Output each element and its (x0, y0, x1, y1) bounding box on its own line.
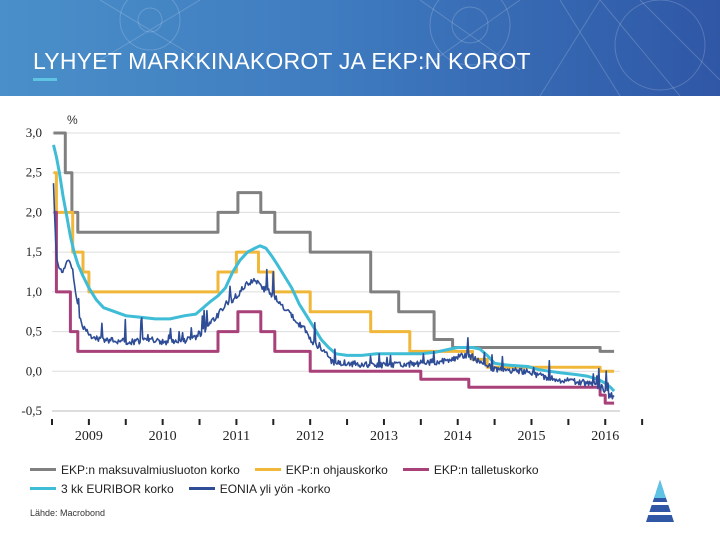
source-note: Lähde: Macrobond (30, 508, 106, 518)
series-line-ekp-n-talletuskorko (53, 210, 615, 405)
legend-swatch-eonia (188, 487, 215, 490)
legend-label-ohjauskorko: EKP:n ohjauskorko (285, 462, 388, 477)
chart-legend: EKP:n maksuvalmiusluoton korko EKP:n ohj… (30, 460, 554, 498)
x-tick-label: 2013 (370, 429, 398, 444)
y-tick-label: 3,0 (26, 125, 42, 140)
y-tick-label: 0,0 (26, 363, 42, 378)
legend-item-euribor: 3 kk EURIBOR korko (30, 482, 174, 496)
series-line-eonia-yli-y-n-korko (52, 183, 615, 400)
legend-row-2: 3 kk EURIBOR korko EONIA yli yön -korko (30, 479, 554, 498)
slide-title: LYHYET MARKKINAKOROT JA EKP:N KOROT (33, 48, 531, 74)
title-accent-bar (33, 78, 57, 81)
series-line-3-kk-euribor-korko (52, 144, 616, 393)
legend-item-talletuskorko: EKP:n talletuskorko (402, 462, 539, 477)
label-layer: 3,0 2,5 2,0 1,5 1,0 0,5 0,0 -0,5% 2009 2010 2011 20… (21, 113, 619, 444)
y-tick-label: 0,5 (26, 324, 42, 339)
series-layer (52, 131, 616, 405)
y-tick-label: 1,0 (26, 284, 42, 299)
legend-row-1: EKP:n maksuvalmiusluoton korko EKP:n ohj… (30, 460, 554, 479)
legend-label-talletuskorko: EKP:n talletuskorko (433, 462, 539, 477)
legend-item-ohjauskorko: EKP:n ohjauskorko (254, 462, 388, 477)
x-tick-label: 2014 (444, 429, 472, 444)
legend-label-eonia: EONIA yli yön -korko (219, 481, 331, 496)
legend-item-maksuvalmiusluotto: EKP:n maksuvalmiusluoton korko (30, 463, 240, 477)
legend-item-eonia: EONIA yli yön -korko (188, 481, 331, 496)
legend-swatch-talletuskorko (402, 468, 429, 471)
x-tick-label: 2009 (75, 429, 103, 444)
line-chart: 3,0 2,5 2,0 1,5 1,0 0,5 0,0 -0,5% 2009 2010 2011 20… (21, 113, 644, 444)
header-pattern (99, 0, 720, 96)
y-tick-label: 2,5 (26, 165, 42, 180)
x-tick-label: 2012 (296, 429, 324, 444)
x-tick-label: 2016 (591, 429, 619, 444)
series-line-ekp-n-maksuvalmiusluoton-korko (53, 131, 615, 353)
legend-swatch-ohjauskorko (254, 468, 281, 471)
y-tick-label: 2,0 (26, 204, 42, 219)
y-tick-label: 1,5 (26, 244, 42, 259)
x-tick-label: 2010 (149, 429, 177, 444)
legend-swatch-maksuvalmiusluotto (30, 468, 56, 471)
x-tick-label: 2011 (223, 429, 250, 444)
axis-layer (51, 410, 644, 425)
y-tick-label: -0,5 (21, 403, 42, 418)
series-line-ekp-n-ohjauskorko (53, 171, 615, 373)
x-tick-label: 2015 (517, 429, 545, 444)
legend-label-maksuvalmiusluotto: EKP:n maksuvalmiusluoton korko (61, 462, 240, 477)
y-axis-unit-label: % (67, 113, 78, 127)
legend-swatch-euribor (30, 487, 56, 490)
slide-header: LYHYET MARKKINAKOROT JA EKP:N KOROT (0, 0, 720, 96)
bank-logo-icon (644, 480, 676, 522)
legend-label-euribor: 3 kk EURIBOR korko (61, 481, 174, 496)
